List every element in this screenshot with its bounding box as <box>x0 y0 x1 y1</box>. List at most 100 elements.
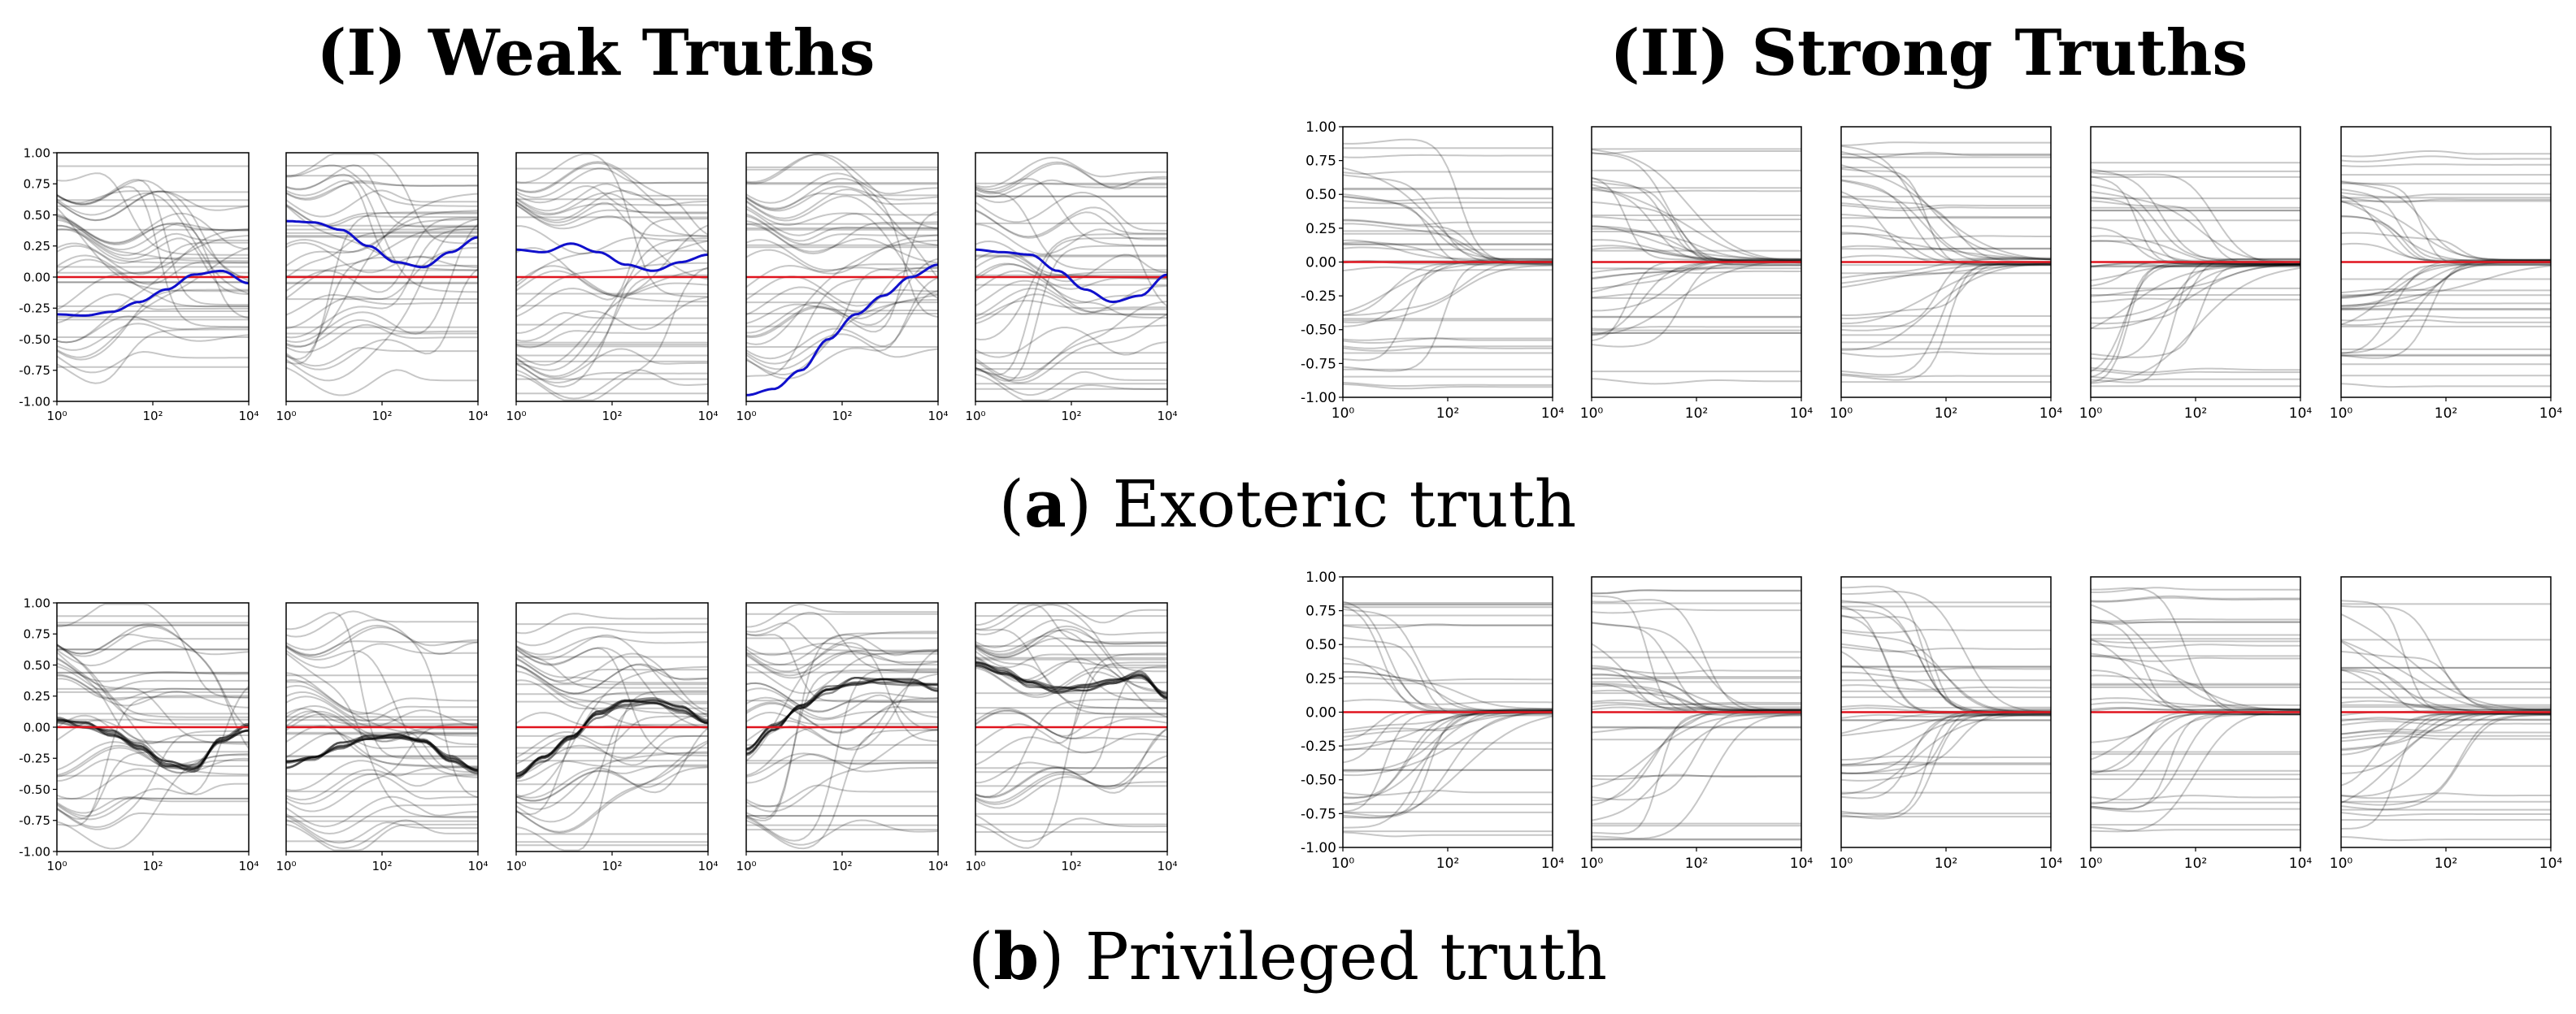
trajectory-line <box>1841 605 2051 716</box>
trajectory-line <box>2341 262 2551 307</box>
trajectory-line <box>516 249 708 288</box>
trajectory-line <box>286 210 478 253</box>
x-tick-label: 10² <box>371 859 392 873</box>
panel-r0-g1-p4: 10⁰ 10² 10⁴ <box>2330 126 2562 422</box>
trajectory-line <box>286 626 478 658</box>
trajectory-line <box>2341 812 2551 817</box>
panel-r0-g1-p2: 10⁰ 10² 10⁴ <box>1830 126 2062 422</box>
dense-trajectory-line <box>286 735 478 771</box>
trajectory-line <box>746 817 938 846</box>
panel-r0-g0-p4: 10⁰ 10² 10⁴ <box>965 152 1178 423</box>
trajectory-line <box>2341 713 2551 830</box>
trajectory-line <box>2341 713 2551 750</box>
trajectory-line <box>1841 314 2051 319</box>
trajectory-line <box>516 613 708 635</box>
trajectory-group <box>286 153 478 396</box>
trajectory-line <box>57 190 249 279</box>
trajectory-line <box>746 208 938 300</box>
trajectory-line <box>1592 713 1801 835</box>
trajectory-line <box>1343 713 1553 738</box>
trajectory-line <box>516 715 708 759</box>
trajectory-line <box>2341 639 2551 715</box>
x-tick-label: 10² <box>1061 859 1081 873</box>
trajectory-line <box>1841 351 2051 358</box>
trajectory-line <box>516 369 708 400</box>
trajectory-line <box>516 657 708 682</box>
trajectory-line <box>746 632 938 821</box>
trajectory-line <box>286 180 478 201</box>
trajectory-line <box>1841 150 2051 261</box>
trajectory-line <box>746 195 938 246</box>
trajectory-line <box>975 179 1167 204</box>
trajectory-line <box>516 653 708 684</box>
trajectory-line <box>57 190 249 221</box>
trajectory-line <box>516 362 708 384</box>
trajectory-line <box>746 188 938 219</box>
y-tick-label: -0.75 <box>1301 356 1336 372</box>
dense-trajectory-line <box>975 665 1167 700</box>
panel-r0-g0-p2: 10⁰ 10² 10⁴ <box>506 152 719 423</box>
trajectory-line <box>2091 263 2300 373</box>
trajectory-group <box>1592 589 1801 841</box>
trajectory-line <box>516 663 708 695</box>
trajectory-line <box>1592 713 1801 839</box>
trajectory-line <box>2341 319 2551 327</box>
trajectory-line <box>975 161 1167 193</box>
trajectory-line <box>1841 141 2051 146</box>
trajectory-line <box>516 201 708 216</box>
trajectory-line <box>1841 191 2051 266</box>
trajectory-line <box>286 646 478 778</box>
trajectory-line <box>57 207 249 292</box>
y-tick-label: 0.00 <box>24 720 50 734</box>
y-tick-label: -0.50 <box>1301 323 1336 339</box>
trajectory-line <box>1592 228 1801 260</box>
trajectory-line <box>1592 245 1801 261</box>
trajectory-line <box>1841 264 2051 284</box>
y-tick-label: 1.00 <box>24 596 50 610</box>
trajectory-line <box>2341 215 2551 263</box>
trajectory-line <box>975 300 1167 379</box>
x-tick-label: 10⁴ <box>1790 856 1814 872</box>
dense-trajectory-line <box>286 733 478 771</box>
trajectory-line <box>57 288 249 361</box>
trajectory-line <box>2341 613 2551 712</box>
trajectory-line <box>1343 708 1553 773</box>
trajectory-line <box>1841 202 2051 210</box>
trajectory-line <box>516 635 708 656</box>
trajectory-line <box>746 333 938 365</box>
trajectory-line <box>516 702 708 823</box>
x-tick-label: 10⁰ <box>965 859 985 873</box>
y-tick-label: -0.75 <box>19 813 50 828</box>
trajectory-line <box>2091 706 2300 712</box>
trajectory-line <box>975 628 1167 709</box>
trajectory-line <box>1841 585 2051 712</box>
trajectory-line <box>286 760 478 791</box>
highlighted-trajectory <box>746 263 938 396</box>
trajectory-line <box>516 189 708 222</box>
x-tick-label: 10⁴ <box>467 859 488 873</box>
trajectory-line <box>57 758 249 782</box>
trajectory-line <box>1841 245 2051 250</box>
trajectory-line <box>975 604 1167 644</box>
trajectory-line <box>975 650 1167 669</box>
trajectory-line <box>1841 714 2051 737</box>
caption-exoteric-text: Exoteric truth <box>1092 466 1576 542</box>
trajectory-line <box>1343 708 1553 829</box>
trajectory-line <box>2091 595 2300 602</box>
trajectory-line <box>1343 239 1553 260</box>
trajectory-line <box>516 270 708 297</box>
x-tick-label: 10⁴ <box>1541 856 1565 872</box>
y-tick-label: 0.75 <box>1305 154 1336 170</box>
trajectory-line <box>57 224 249 264</box>
trajectory-line <box>1592 704 1801 708</box>
trajectory-line <box>516 742 708 833</box>
trajectory-line <box>286 293 478 316</box>
trajectory-line <box>746 687 938 731</box>
trajectory-line <box>2091 587 2300 594</box>
trajectory-line <box>1592 665 1801 713</box>
trajectory-line <box>746 266 938 316</box>
trajectory-line <box>2341 155 2551 162</box>
trajectory-line <box>2091 674 2300 716</box>
trajectory-line <box>975 667 1167 699</box>
trajectory-line <box>2341 192 2551 198</box>
